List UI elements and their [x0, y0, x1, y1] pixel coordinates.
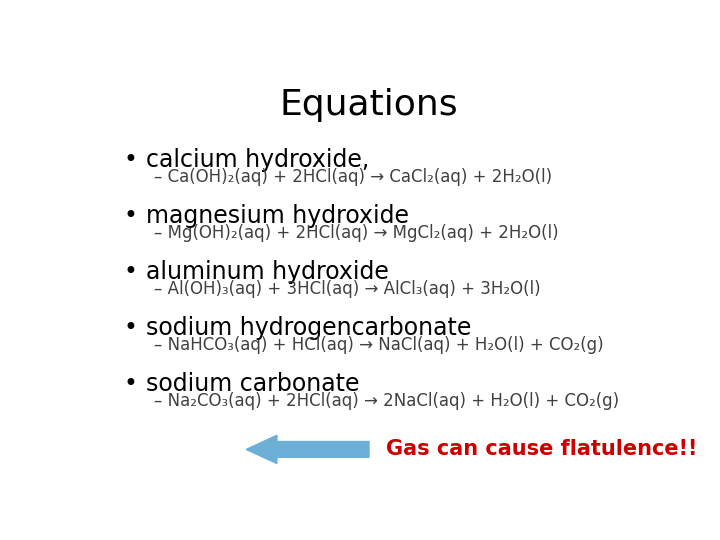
Text: – Al(OH)₃(aq) + 3HCl(aq) → AlCl₃(aq) + 3H₂O(l): – Al(OH)₃(aq) + 3HCl(aq) → AlCl₃(aq) + 3… — [154, 280, 541, 298]
Text: – Mg(OH)₂(aq) + 2HCl(aq) → MgCl₂(aq) + 2H₂O(l): – Mg(OH)₂(aq) + 2HCl(aq) → MgCl₂(aq) + 2… — [154, 224, 559, 242]
Text: sodium carbonate: sodium carbonate — [145, 373, 359, 396]
Text: calcium hydroxide,: calcium hydroxide, — [145, 148, 369, 172]
Text: •: • — [124, 373, 138, 396]
Text: aluminum hydroxide: aluminum hydroxide — [145, 260, 389, 284]
Text: •: • — [124, 260, 138, 284]
Text: •: • — [124, 204, 138, 228]
Text: sodium hydrogencarbonate: sodium hydrogencarbonate — [145, 316, 471, 340]
Text: magnesium hydroxide: magnesium hydroxide — [145, 204, 409, 228]
FancyArrow shape — [246, 435, 369, 463]
Text: – NaHCO₃(aq) + HCl(aq) → NaCl(aq) + H₂O(l) + CO₂(g): – NaHCO₃(aq) + HCl(aq) → NaCl(aq) + H₂O(… — [154, 336, 604, 354]
Text: Gas can cause flatulence!!: Gas can cause flatulence!! — [386, 440, 697, 460]
Text: – Ca(OH)₂(aq) + 2HCl(aq) → CaCl₂(aq) + 2H₂O(l): – Ca(OH)₂(aq) + 2HCl(aq) → CaCl₂(aq) + 2… — [154, 168, 552, 186]
Text: •: • — [124, 148, 138, 172]
Text: •: • — [124, 316, 138, 340]
Text: – Na₂CO₃(aq) + 2HCl(aq) → 2NaCl(aq) + H₂O(l) + CO₂(g): – Na₂CO₃(aq) + 2HCl(aq) → 2NaCl(aq) + H₂… — [154, 393, 619, 410]
Text: Equations: Equations — [279, 87, 459, 122]
